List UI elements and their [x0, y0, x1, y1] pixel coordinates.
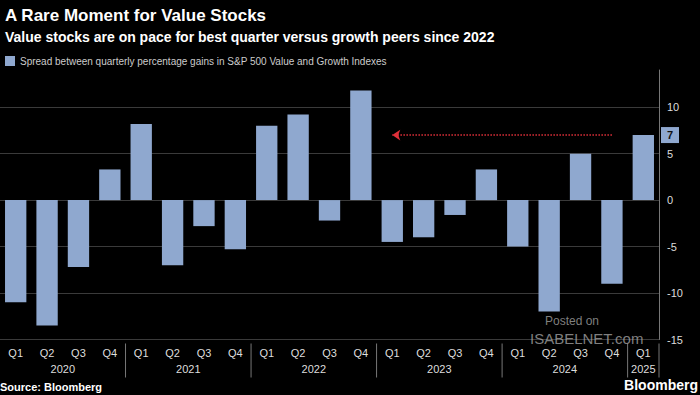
svg-text:Q3: Q3	[448, 347, 463, 359]
svg-text:Q4: Q4	[102, 347, 117, 359]
svg-text:0: 0	[667, 194, 673, 206]
svg-text:2025: 2025	[631, 363, 655, 375]
svg-text:-15: -15	[667, 334, 683, 346]
svg-text:Q2: Q2	[542, 347, 557, 359]
svg-text:A Rare Moment for Value Stocks: A Rare Moment for Value Stocks	[5, 6, 266, 25]
svg-text:Spread between quarterly perce: Spread between quarterly percentage gain…	[20, 56, 387, 67]
svg-text:Q1: Q1	[385, 347, 400, 359]
svg-text:Q4: Q4	[605, 347, 620, 359]
svg-text:2022: 2022	[302, 363, 326, 375]
svg-text:5: 5	[667, 148, 673, 160]
svg-text:Q4: Q4	[479, 347, 494, 359]
svg-text:ISABELNET.com: ISABELNET.com	[530, 330, 643, 347]
svg-text:Posted on: Posted on	[545, 314, 599, 328]
svg-text:Q2: Q2	[165, 347, 180, 359]
svg-text:Q4: Q4	[354, 347, 369, 359]
svg-text:Q1: Q1	[134, 347, 149, 359]
svg-text:Q3: Q3	[573, 347, 588, 359]
svg-text:Q2: Q2	[40, 347, 55, 359]
svg-text:Q1: Q1	[259, 347, 274, 359]
svg-text:-10: -10	[667, 287, 683, 299]
svg-text:2020: 2020	[51, 363, 75, 375]
svg-text:Q4: Q4	[228, 347, 243, 359]
svg-text:-5: -5	[667, 241, 677, 253]
svg-text:Source: Bloomberg: Source: Bloomberg	[0, 381, 102, 393]
svg-text:Q3: Q3	[322, 347, 337, 359]
svg-text:2021: 2021	[176, 363, 200, 375]
svg-text:Q2: Q2	[416, 347, 431, 359]
svg-text:Value stocks are on pace for b: Value stocks are on pace for best quarte…	[5, 29, 495, 45]
svg-text:7: 7	[667, 129, 673, 141]
svg-text:2023: 2023	[427, 363, 451, 375]
svg-text:Q3: Q3	[71, 347, 86, 359]
svg-text:Q1: Q1	[510, 347, 525, 359]
svg-text:Bloomberg: Bloomberg	[624, 377, 698, 393]
svg-text:Q2: Q2	[291, 347, 306, 359]
svg-text:Q3: Q3	[197, 347, 212, 359]
svg-text:Q1: Q1	[8, 347, 23, 359]
svg-text:2024: 2024	[553, 363, 577, 375]
svg-text:Q1: Q1	[636, 347, 651, 359]
svg-text:10: 10	[667, 101, 679, 113]
